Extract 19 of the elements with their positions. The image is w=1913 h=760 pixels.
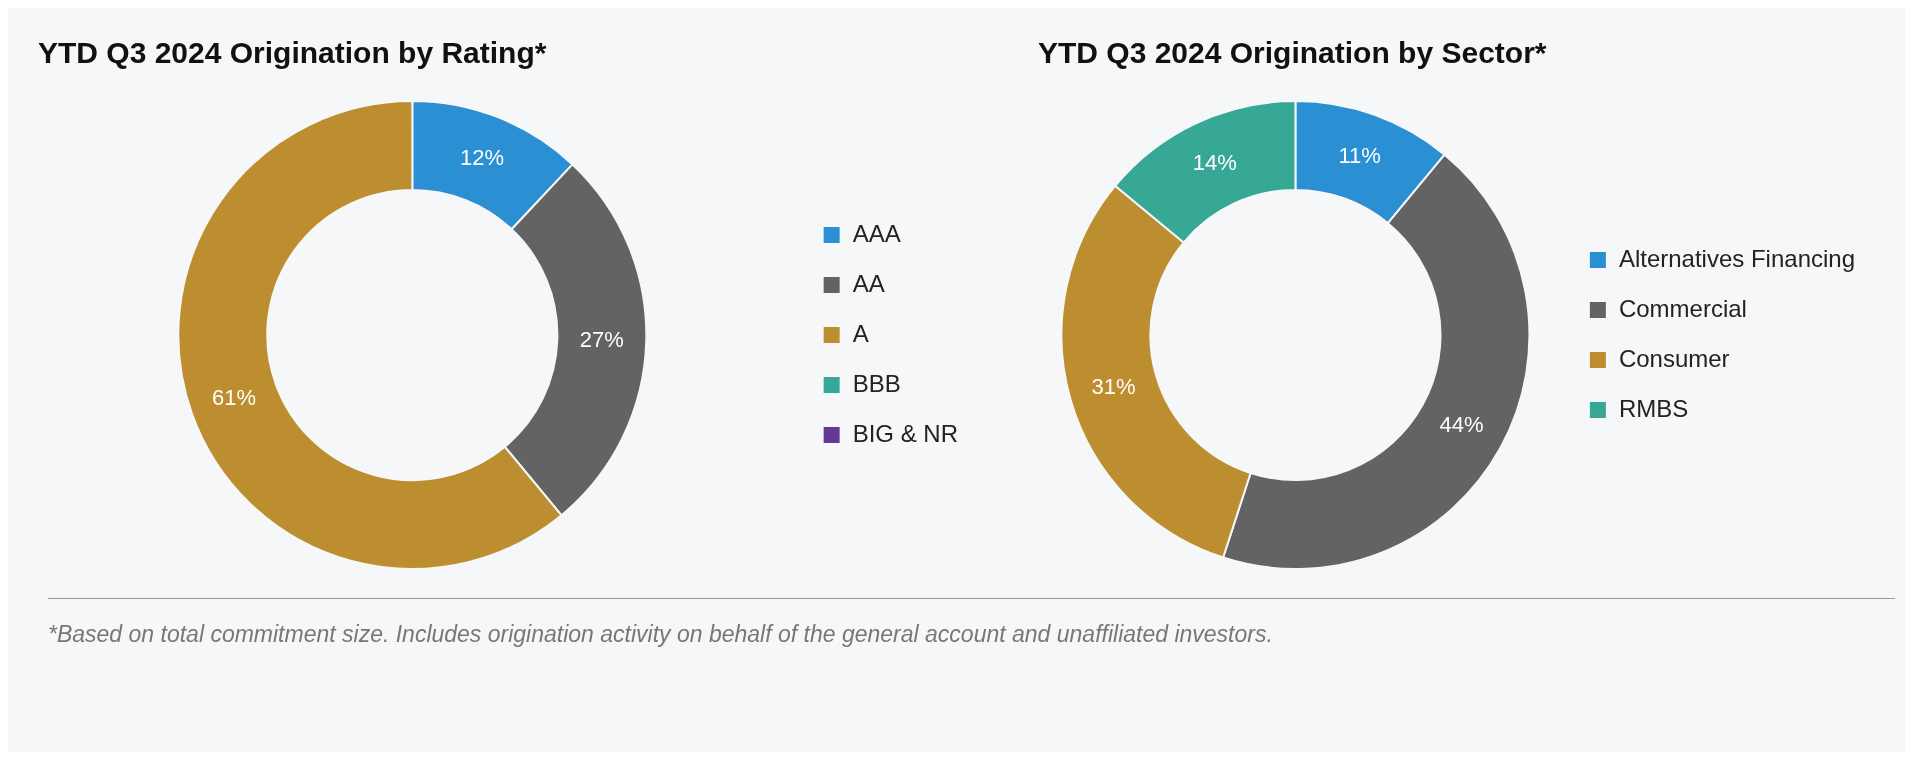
legend-label: BIG & NR	[852, 419, 959, 447]
legend-label: Consumer	[1618, 344, 1730, 372]
legend-label: AA	[852, 269, 885, 297]
text: *Based on total commitment size. Includes origination activity on behalf of the general account and unaffiliated investors.	[48, 621, 1274, 648]
chart-title: YTD Q3 2024 Origination by Rating*	[38, 36, 548, 70]
data-label: 14%	[1192, 149, 1237, 175]
data-label: 11%	[1338, 142, 1381, 168]
data-label: 12%	[460, 144, 505, 170]
legend-label: AAA	[852, 219, 901, 247]
data-label: 27%	[579, 327, 624, 353]
legend-label: RMBS	[1618, 394, 1689, 422]
data-label: 31%	[1091, 373, 1136, 399]
data-label: 44%	[1439, 412, 1484, 438]
legend-label: Commercial	[1618, 294, 1747, 322]
legend-label: A	[852, 319, 869, 347]
chart-title: YTD Q3 2024 Origination by Sector*	[1038, 36, 1548, 70]
data-label: 61%	[211, 385, 257, 411]
legend-label: Alternatives Financing	[1618, 244, 1855, 272]
legend-label: BBB	[852, 369, 901, 397]
